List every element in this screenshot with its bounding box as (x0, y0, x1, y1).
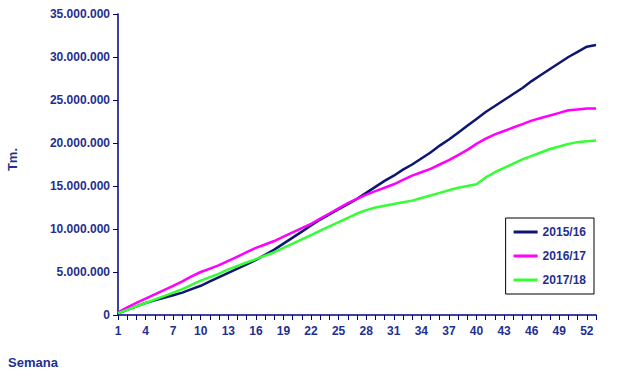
svg-text:25.000.000: 25.000.000 (50, 93, 110, 107)
svg-text:34: 34 (415, 324, 429, 338)
svg-text:Tm.: Tm. (5, 148, 20, 171)
svg-text:52: 52 (580, 324, 594, 338)
svg-text:7: 7 (170, 324, 177, 338)
svg-text:49: 49 (553, 324, 567, 338)
svg-text:20.000.000: 20.000.000 (50, 136, 110, 150)
svg-text:16: 16 (249, 324, 263, 338)
svg-text:46: 46 (525, 324, 539, 338)
svg-text:13: 13 (222, 324, 236, 338)
svg-text:4: 4 (142, 324, 149, 338)
svg-text:10: 10 (194, 324, 208, 338)
svg-text:25: 25 (332, 324, 346, 338)
svg-text:28: 28 (360, 324, 374, 338)
svg-text:2016/17: 2016/17 (543, 249, 587, 263)
svg-text:0: 0 (103, 308, 110, 322)
svg-text:35.000.000: 35.000.000 (50, 7, 110, 21)
svg-text:40: 40 (470, 324, 484, 338)
svg-text:Semana: Semana (8, 355, 59, 370)
svg-text:43: 43 (497, 324, 511, 338)
svg-text:1: 1 (115, 324, 122, 338)
svg-text:10.000.000: 10.000.000 (50, 222, 110, 236)
svg-text:30.000.000: 30.000.000 (50, 50, 110, 64)
svg-text:15.000.000: 15.000.000 (50, 179, 110, 193)
svg-text:5.000.000: 5.000.000 (57, 265, 111, 279)
svg-text:2015/16: 2015/16 (543, 225, 587, 239)
svg-text:37: 37 (442, 324, 456, 338)
svg-text:22: 22 (304, 324, 318, 338)
svg-text:2017/18: 2017/18 (543, 273, 587, 287)
svg-text:19: 19 (277, 324, 291, 338)
svg-text:31: 31 (387, 324, 401, 338)
